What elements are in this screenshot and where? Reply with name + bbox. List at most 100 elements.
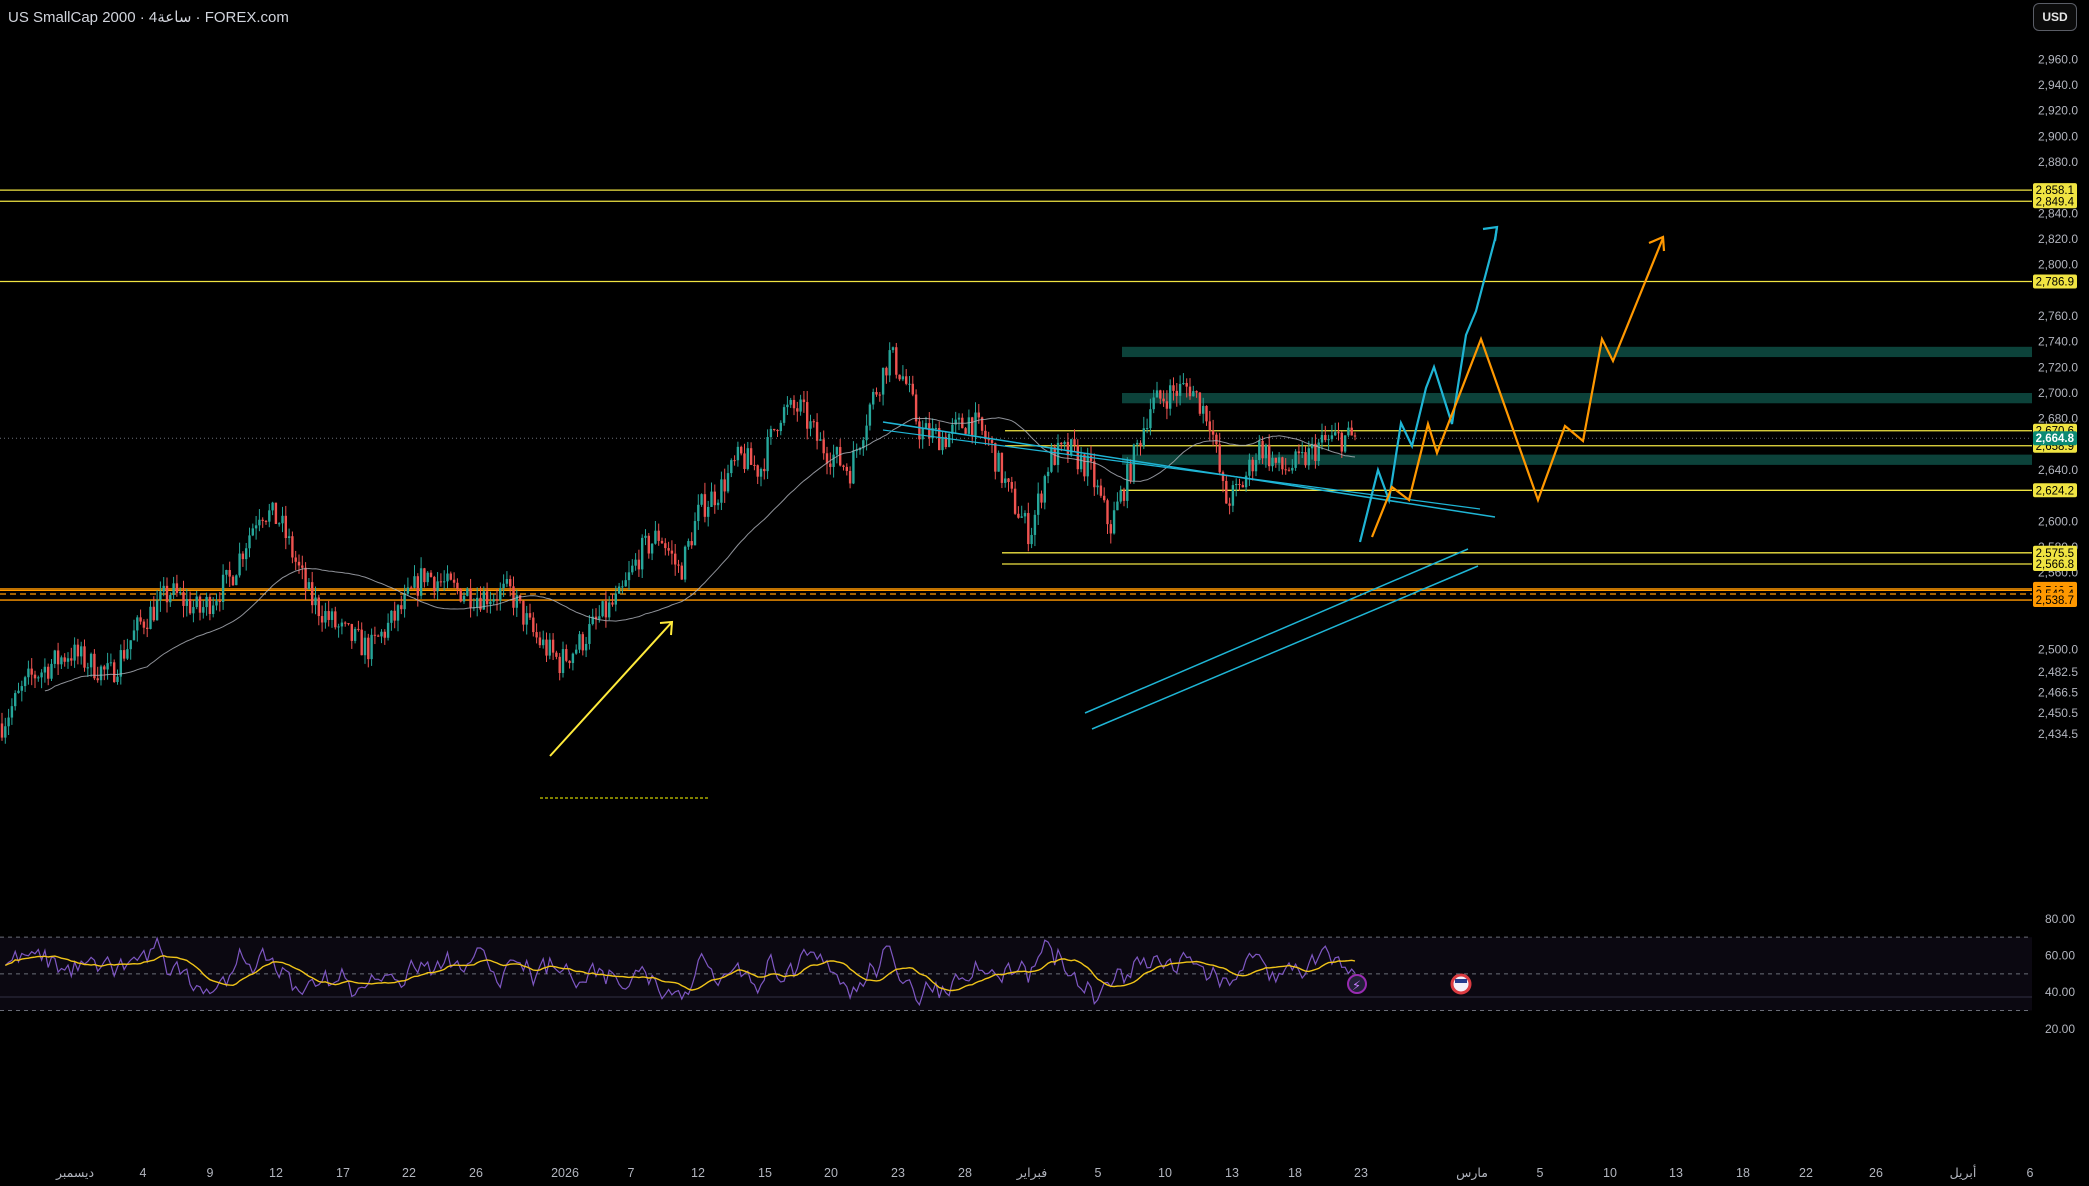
candle-body — [723, 479, 726, 492]
candle-body — [367, 637, 370, 660]
candle-body — [812, 421, 815, 423]
candle-body — [545, 639, 548, 656]
candle-body — [449, 573, 452, 580]
candle-body — [1122, 490, 1126, 501]
candle-body — [324, 611, 327, 623]
candle-body — [1244, 475, 1248, 488]
supply-demand-zone — [1122, 454, 2032, 465]
candle-body — [862, 440, 865, 449]
candle-body — [951, 424, 954, 434]
candle-body — [868, 404, 872, 426]
candle-body — [106, 663, 109, 670]
candle-body — [337, 626, 340, 628]
candle-body — [1330, 435, 1334, 440]
candle-body — [264, 520, 268, 522]
candle-body — [1218, 444, 1221, 473]
candle-body — [83, 646, 86, 668]
candle-body — [396, 605, 400, 621]
candle-body — [225, 570, 228, 575]
price-axis-tick: 2,720.0 — [2038, 360, 2078, 374]
price-level-label-bg — [2033, 274, 2077, 289]
candle-body — [320, 616, 324, 623]
price-level-label-bg — [2033, 556, 2077, 571]
candle-body — [17, 690, 20, 694]
last-price-label: 2,664.8 — [2036, 433, 2075, 445]
ascending-trendline — [1091, 565, 1479, 730]
candle-body — [977, 412, 980, 418]
candle-body — [179, 592, 182, 594]
candle-body — [815, 422, 819, 441]
candle-body — [1099, 485, 1103, 496]
candle-body — [1297, 451, 1301, 454]
candle-body — [1056, 442, 1060, 465]
time-axis-label: 9 — [207, 1166, 214, 1180]
candle-body — [650, 543, 654, 554]
candle-body — [192, 607, 195, 614]
candle-body — [726, 473, 730, 492]
candle-body — [855, 450, 858, 452]
candle-body — [984, 430, 987, 440]
candle-body — [806, 402, 809, 429]
candle-body — [614, 593, 617, 605]
candle-body — [1178, 383, 1182, 396]
candle-body — [218, 601, 221, 603]
candle-body — [730, 460, 733, 474]
candle-body — [1116, 501, 1119, 511]
candle-body — [1066, 441, 1070, 456]
candle-body — [911, 383, 914, 395]
candle-body — [528, 613, 532, 618]
projection-path-orange — [1370, 237, 1665, 538]
candle-body — [809, 421, 812, 429]
candle-body — [872, 391, 875, 405]
candle-body — [674, 553, 677, 565]
time-axis-label: 12 — [691, 1166, 705, 1180]
candle-body — [1284, 469, 1287, 471]
price-axis-tick: 2,840.0 — [2038, 206, 2078, 220]
candle-body — [245, 548, 248, 560]
candle-body — [1202, 405, 1205, 414]
candle-body — [1277, 457, 1281, 463]
time-axis-label: 6 — [2027, 1166, 2034, 1180]
candle-body — [96, 678, 99, 681]
candle-body — [400, 605, 403, 610]
candle-body — [1185, 383, 1188, 387]
candle-body — [525, 613, 528, 625]
price-axis-tick: 2,640.0 — [2038, 463, 2078, 477]
time-axis-label: 23 — [1354, 1166, 1368, 1180]
candle-body — [637, 559, 641, 570]
candle-body — [271, 502, 274, 511]
candle-body — [789, 399, 792, 405]
price-axis-tick: 2,820.0 — [2038, 232, 2078, 246]
candle-body — [578, 634, 581, 650]
candle-body — [624, 580, 627, 587]
candle-body — [1010, 481, 1013, 489]
rsi-axis-tick: 60.00 — [2045, 949, 2075, 963]
candle-body — [888, 350, 891, 376]
time-axis-label: 13 — [1225, 1166, 1239, 1180]
time-axis-label: 17 — [336, 1166, 350, 1180]
candle-body — [1251, 459, 1254, 472]
currency-button[interactable]: USD — [2033, 3, 2077, 31]
candle-body — [690, 541, 693, 546]
candle-body — [1040, 493, 1043, 503]
price-axis-tick: 2,800.0 — [2038, 258, 2078, 272]
candle-body — [604, 601, 608, 618]
candle-body — [423, 568, 426, 583]
candle-body — [941, 436, 944, 451]
candle-body — [393, 610, 396, 621]
candle-body — [1317, 442, 1320, 461]
candle-body — [1211, 430, 1215, 435]
candle-body — [7, 717, 10, 727]
candle-body — [736, 446, 740, 461]
candle-body — [215, 601, 218, 606]
candle-body — [720, 479, 723, 503]
candle-body — [426, 572, 429, 583]
candle-body — [443, 581, 446, 583]
candle-body — [278, 523, 281, 525]
candle-body — [518, 595, 522, 601]
candle-body — [535, 632, 538, 638]
candle-body — [50, 663, 53, 679]
candle-body — [914, 394, 918, 422]
candle-body — [693, 521, 697, 546]
